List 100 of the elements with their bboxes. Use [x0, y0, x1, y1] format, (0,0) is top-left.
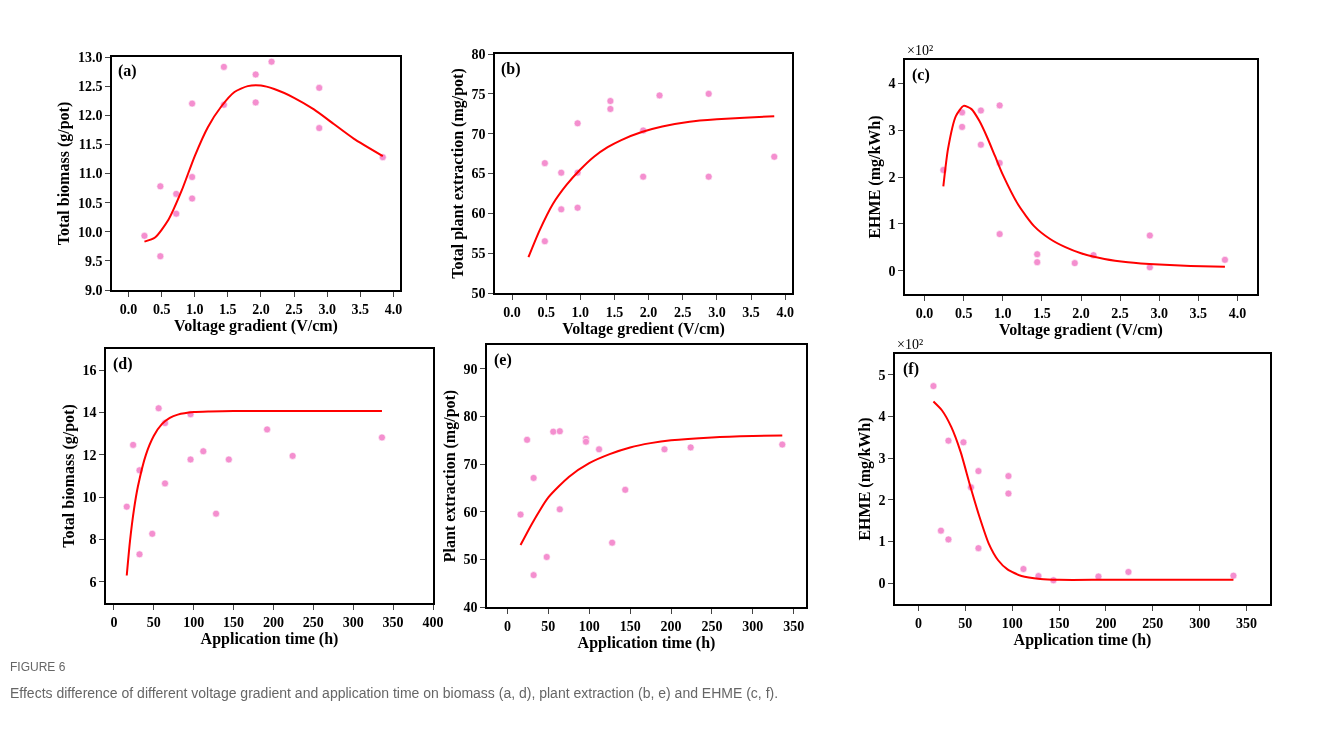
y-tick-label: 60 — [463, 504, 478, 520]
y-tick-label: 8 — [89, 532, 97, 548]
text: Effects difference of different voltage gradient and application time on biomass (a, d), plant extraction (b, e) and EHME (c, f). — [10, 685, 779, 701]
x-tick-label: 1.0 — [994, 305, 1012, 321]
y-tick-label: 10 — [82, 490, 97, 506]
x-tick-label: 1.0 — [186, 301, 204, 317]
x-tick-label: 3.0 — [1150, 305, 1168, 321]
y-tick-label: 14 — [82, 405, 97, 421]
x-tick-label: 300 — [742, 618, 764, 634]
x-tick-label: 250 — [701, 618, 723, 634]
y-axis-title: EHME (mg/kWh) — [855, 417, 874, 541]
y-tick-label: 1 — [888, 216, 896, 232]
x-tick-label: 0 — [914, 615, 922, 631]
annotation: (f) — [903, 360, 919, 378]
y-tick-label: 6 — [89, 574, 97, 590]
x-tick-label: 0.5 — [954, 305, 973, 321]
annotation: (b) — [501, 60, 521, 78]
x-tick-label: 1.5 — [219, 301, 237, 317]
y-tick-label: 3 — [878, 451, 886, 467]
annotation: (c) — [912, 66, 930, 84]
x-tick-label: 0.5 — [537, 304, 555, 320]
x-tick-label: 200 — [262, 614, 284, 630]
y-tick-label: 11.0 — [78, 166, 103, 182]
x-axis-title: Voltage gradient (V/cm) — [999, 320, 1163, 339]
y-tick-label: 50 — [463, 552, 478, 568]
x-tick-label: 0.0 — [915, 305, 934, 321]
x-tick-label: 50 — [958, 615, 973, 631]
y-tick-label: 80 — [463, 409, 478, 425]
annotation: (e) — [494, 351, 512, 369]
x-tick-label: 0.0 — [503, 304, 521, 320]
y-tick-label: 0 — [888, 263, 896, 279]
x-tick-label: 350 — [783, 618, 805, 634]
x-axis-title: Voltage gradient (V/cm) — [174, 316, 338, 335]
x-tick-label: 400 — [422, 614, 444, 630]
y-axis-title: Total biomass (g/pot) — [55, 101, 74, 246]
y-tick-label: 65 — [471, 166, 486, 182]
x-tick-label: 3.5 — [742, 304, 760, 320]
y-tick-label: 80 — [471, 46, 486, 62]
y-tick-label: 75 — [471, 86, 486, 102]
x-tick-label: 2.5 — [674, 304, 692, 320]
x-tick-label: 1.5 — [1033, 305, 1051, 321]
x-tick-label: 350 — [382, 614, 404, 630]
x-tick-label: 50 — [541, 618, 556, 634]
y-tick-label: 9.0 — [84, 282, 103, 298]
x-tick-label: 0.5 — [152, 301, 171, 317]
y-tick-label: 4 — [878, 409, 886, 425]
x-tick-label: 100 — [1001, 615, 1023, 631]
y-axis-title: Total plant extraction (mg/pot) — [448, 68, 467, 279]
y-tick-label: 12 — [82, 447, 97, 463]
y-tick-label: 13.0 — [77, 49, 103, 65]
y-tick-label: 40 — [463, 599, 478, 615]
x-axis-title: Application time (h) — [1013, 630, 1152, 649]
y-tick-label: 70 — [471, 126, 486, 142]
x-tick-label: 250 — [302, 614, 324, 630]
x-tick-label: 300 — [342, 614, 364, 630]
x-tick-label: 3.5 — [351, 301, 370, 317]
y-tick-label: 50 — [471, 285, 486, 301]
x-tick-label: 150 — [1048, 615, 1070, 631]
y-tick-label: 10.0 — [77, 224, 103, 240]
x-tick-label: 0 — [110, 614, 118, 630]
y-tick-label: 2 — [878, 492, 886, 508]
annotation: (a) — [118, 62, 137, 80]
x-axis-title: Application time (h) — [200, 629, 339, 648]
y-axis-title: Plant extraction (mg/pot) — [440, 389, 459, 563]
y-tick-label: 0 — [878, 576, 886, 592]
y-tick-label: 2 — [888, 169, 896, 185]
x-tick-label: 3.5 — [1189, 305, 1208, 321]
y-tick-label: 1 — [878, 534, 886, 550]
y-tick-label: 10.5 — [77, 195, 103, 211]
y-tick-label: 9.5 — [84, 253, 103, 269]
y-tick-label: 12.0 — [77, 108, 103, 124]
x-tick-label: 2.0 — [252, 301, 270, 317]
x-tick-label: 300 — [1189, 615, 1211, 631]
x-tick-label: 150 — [223, 614, 245, 630]
x-tick-label: 0.0 — [119, 301, 138, 317]
y-tick-label: 4 — [888, 76, 896, 92]
y-tick-label: 11.5 — [78, 137, 103, 153]
text: ×10² — [907, 43, 934, 58]
y-tick-label: 70 — [463, 456, 478, 472]
caption: FIGURE 6 — [10, 660, 66, 674]
y-tick-label: 12.5 — [77, 79, 103, 95]
y-axis-title: EHME (mg/kWh) — [865, 115, 884, 239]
y-tick-label: 90 — [463, 361, 478, 377]
y-axis-title: Total biomass (g/pot) — [59, 404, 78, 548]
x-tick-label: 1.5 — [605, 304, 624, 320]
x-tick-label: 200 — [1095, 615, 1117, 631]
x-tick-label: 100 — [183, 614, 205, 630]
y-tick-label: 55 — [471, 246, 486, 262]
annotation: (d) — [113, 355, 133, 373]
x-tick-label: 100 — [578, 618, 600, 634]
x-tick-label: 3.0 — [318, 301, 336, 317]
x-tick-label: 3.0 — [708, 304, 726, 320]
x-tick-label: 0 — [503, 618, 511, 634]
x-tick-label: 150 — [619, 618, 641, 634]
x-tick-label: 4.0 — [1228, 305, 1247, 321]
x-tick-label: 200 — [660, 618, 682, 634]
x-tick-label: 1.0 — [571, 304, 590, 320]
x-axis-title: Application time (h) — [577, 633, 716, 652]
x-tick-label: 2.0 — [1072, 305, 1090, 321]
x-axis-title: Voltage gredient (V/cm) — [562, 319, 725, 338]
